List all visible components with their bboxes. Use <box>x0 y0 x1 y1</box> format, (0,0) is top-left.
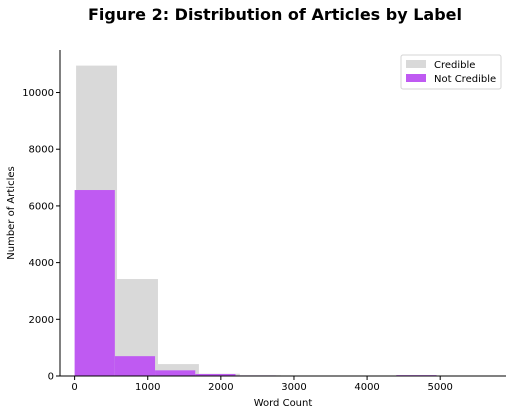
x-tick-label: 1000 <box>135 382 160 393</box>
y-tick-label: 0 <box>48 372 54 383</box>
y-tick-label: 4000 <box>29 258 54 269</box>
not-credible-bar-3 <box>195 374 236 376</box>
not-credible-bar-1 <box>114 356 156 376</box>
x-tick-label: 3000 <box>281 382 306 393</box>
x-tick-label: 2000 <box>208 382 233 393</box>
x-tick-label: 0 <box>71 382 77 393</box>
credible-bar-2 <box>157 364 199 376</box>
legend-swatch-not-credible <box>406 74 426 82</box>
y-axis-label: Number of Articles <box>6 166 17 259</box>
x-tick-label: 4000 <box>354 382 379 393</box>
y-tick-label: 2000 <box>29 315 54 326</box>
y-axis-ticks: 0 2000 4000 6000 8000 10000 <box>22 88 60 383</box>
y-tick-label: 6000 <box>29 201 54 212</box>
not-credible-bar-2 <box>155 370 196 376</box>
not-credible-bars <box>74 190 437 376</box>
y-tick-label: 8000 <box>29 145 54 156</box>
x-axis-ticks: 0 1000 2000 3000 4000 5000 <box>71 376 453 393</box>
axes <box>59 50 506 377</box>
not-credible-bar-0 <box>74 190 115 376</box>
legend-label-not-credible: Not Credible <box>434 74 496 85</box>
x-axis-label: Word Count <box>254 398 313 409</box>
legend-label-credible: Credible <box>434 60 475 71</box>
legend: Credible Not Credible <box>400 54 502 90</box>
x-tick-label: 5000 <box>427 382 452 393</box>
y-tick-label: 10000 <box>22 88 54 99</box>
chart-title: Figure 2: Distribution of Articles by La… <box>88 5 462 24</box>
legend-swatch-credible <box>406 60 426 68</box>
credible-bars <box>76 65 486 376</box>
